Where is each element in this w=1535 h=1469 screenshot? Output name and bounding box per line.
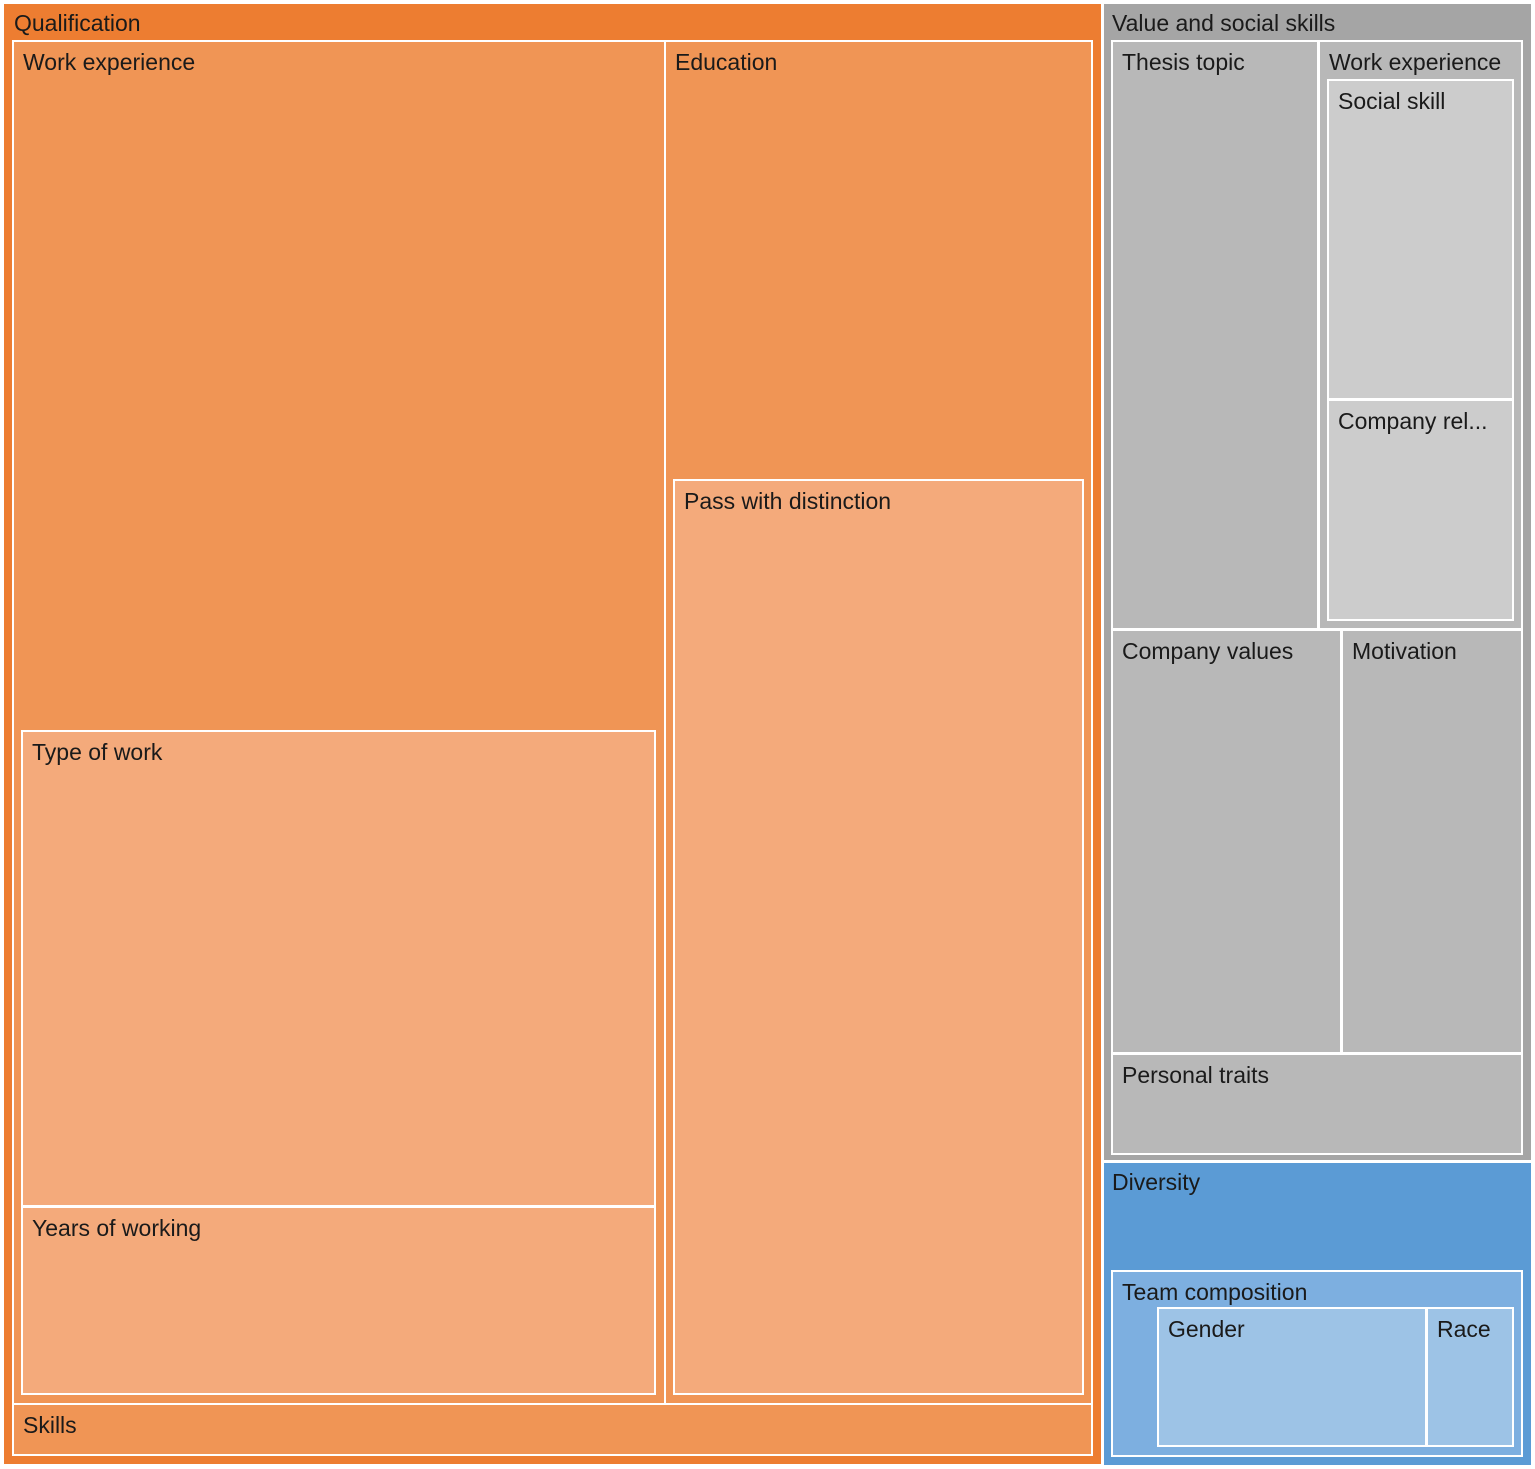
treemap-label-company-values: Company values — [1122, 638, 1294, 664]
treemap-label-team-composition: Team composition — [1122, 1279, 1308, 1305]
treemap-label-q-work-experience: Work experience — [23, 49, 196, 75]
treemap-label-v-work-experience: Work experience — [1329, 49, 1502, 75]
treemap-label-education: Education — [675, 49, 778, 75]
treemap-label-type-of-work: Type of work — [32, 739, 163, 765]
treemap-label-gender: Gender — [1168, 1316, 1245, 1342]
treemap-tile-motivation: Motivation — [1341, 629, 1523, 1054]
treemap-tile-company-rel: Company rel... — [1327, 399, 1514, 621]
treemap-label-company-rel: Company rel... — [1338, 408, 1488, 434]
treemap-tile-years-of-working: Years of working — [21, 1206, 656, 1395]
treemap-tile-gender: Gender — [1157, 1307, 1427, 1447]
treemap-tile-race: Race — [1426, 1307, 1514, 1447]
treemap-label-qualification: Qualification — [14, 10, 141, 36]
treemap-tile-company-values: Company values — [1111, 629, 1342, 1054]
treemap-label-diversity: Diversity — [1112, 1169, 1201, 1195]
treemap-label-personal-traits: Personal traits — [1122, 1062, 1270, 1088]
treemap-label-value-social: Value and social skills — [1112, 10, 1336, 36]
treemap-tile-thesis-topic: Thesis topic — [1111, 40, 1319, 630]
treemap-label-social-skill: Social skill — [1338, 88, 1446, 114]
treemap-tile-skills: Skills — [12, 1403, 1093, 1456]
treemap-label-motivation: Motivation — [1352, 638, 1457, 664]
treemap-tile-personal-traits: Personal traits — [1111, 1053, 1523, 1155]
treemap-tile-type-of-work: Type of work — [21, 730, 656, 1207]
treemap-label-race: Race — [1437, 1316, 1491, 1342]
treemap-tile-social-skill: Social skill — [1327, 79, 1514, 400]
treemap-label-thesis-topic: Thesis topic — [1122, 49, 1245, 75]
treemap-tile-pass-with-distinction: Pass with distinction — [673, 479, 1084, 1395]
treemap-label-pass-with-distinction: Pass with distinction — [684, 488, 892, 514]
treemap-label-skills: Skills — [23, 1412, 77, 1438]
treemap-label-years-of-working: Years of working — [32, 1215, 202, 1241]
